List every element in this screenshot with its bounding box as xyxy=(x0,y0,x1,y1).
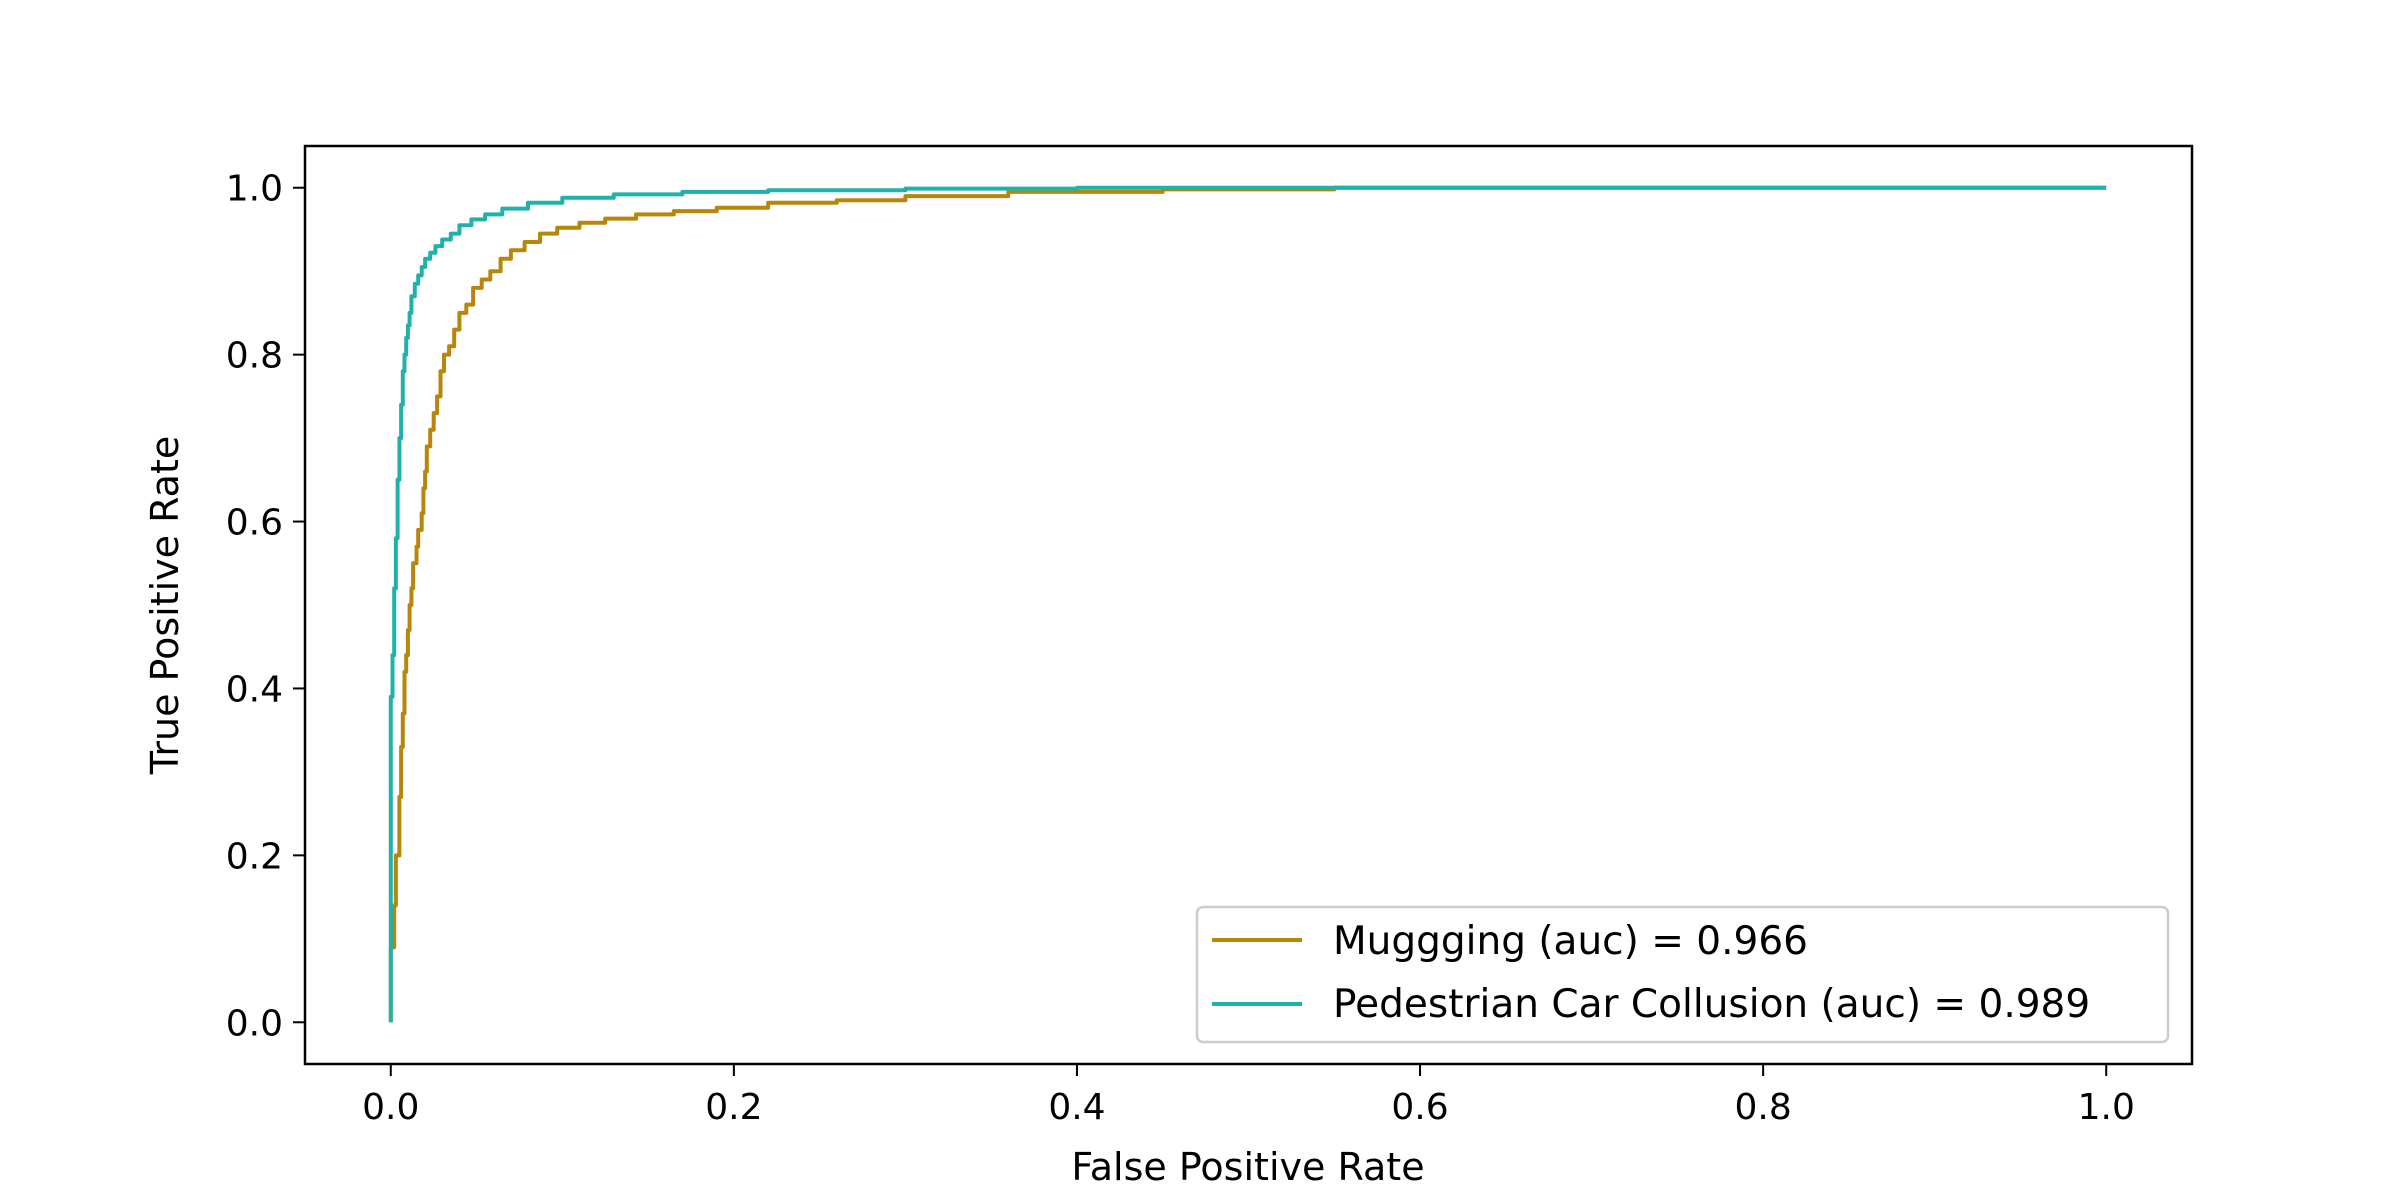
x-tick-label: 0.6 xyxy=(1391,1087,1448,1128)
legend-box xyxy=(1195,905,2170,1044)
legend: Muggging (auc) = 0.966 Pedestrian Car Co… xyxy=(1195,905,2170,1044)
series-line-pedestrian-car-collusion xyxy=(388,185,2107,1023)
x-tick-label: 0.8 xyxy=(1735,1087,1792,1128)
x-tick-label: 0.0 xyxy=(362,1087,419,1128)
legend-label-pedestrian-car-collusion: Pedestrian Car Collusion (auc) = 0.989 xyxy=(1333,982,2090,1027)
y-axis: 0.0 0.2 0.4 0.6 0.8 1.0 xyxy=(226,169,305,1044)
y-tick-label: 0.6 xyxy=(226,503,283,544)
y-tick-label: 0.0 xyxy=(226,1003,283,1044)
series-layer xyxy=(388,185,2107,1023)
legend-label-muggging: Muggging (auc) = 0.966 xyxy=(1333,919,1808,964)
x-axis-label: False Positive Rate xyxy=(1071,1145,1424,1189)
x-tick-label: 0.4 xyxy=(1048,1087,1105,1128)
y-tick-label: 1.0 xyxy=(226,169,283,210)
series-line-muggging xyxy=(388,185,2107,1023)
y-tick-label: 0.2 xyxy=(226,836,283,877)
y-axis-label: True Positive Rate xyxy=(143,436,187,776)
plot-frame xyxy=(303,144,2194,1066)
x-tick-label: 1.0 xyxy=(2078,1087,2135,1128)
y-tick-label: 0.8 xyxy=(226,336,283,377)
x-tick-label: 0.2 xyxy=(705,1087,762,1128)
y-tick-label: 0.4 xyxy=(226,669,283,710)
x-axis: 0.0 0.2 0.4 0.6 0.8 1.0 xyxy=(362,1064,2135,1128)
